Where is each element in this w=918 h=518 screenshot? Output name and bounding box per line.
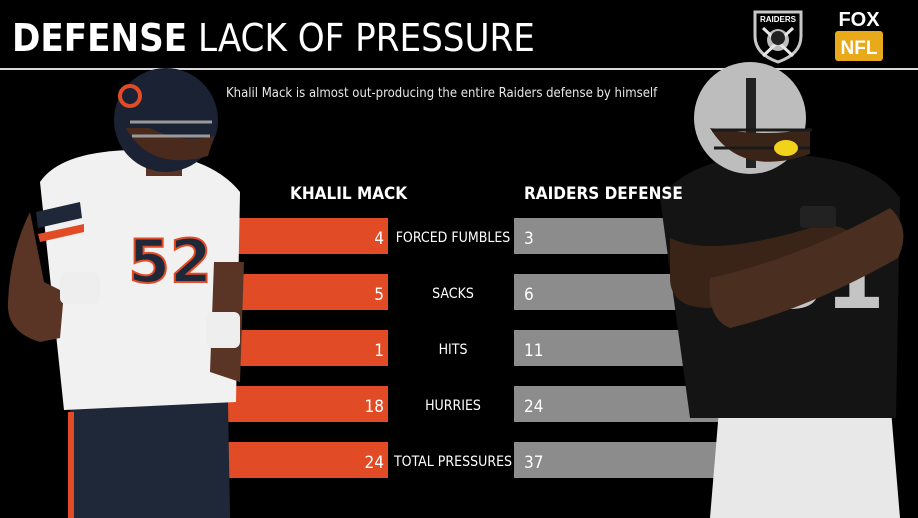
raiders-value-label: 3 xyxy=(524,229,534,249)
mack-value-label: 4 xyxy=(374,229,384,249)
category-label: HURRIES xyxy=(425,398,481,414)
mack-column-header: KHALIL MACK xyxy=(290,184,408,204)
fox-logo-text: FOX xyxy=(838,9,880,31)
nfl-logo-text: NFL xyxy=(841,38,878,59)
mack-value-label: 24 xyxy=(365,453,384,473)
mack-bar xyxy=(218,218,388,254)
raiders-player-photo: 31 xyxy=(660,62,904,518)
chart-subtitle: Khalil Mack is almost out-producing the … xyxy=(226,86,658,101)
fox-nfl-logo-icon: FOX NFL xyxy=(835,9,883,61)
raiders-bar xyxy=(514,442,724,478)
category-label: FORCED FUMBLES xyxy=(396,230,511,246)
header-divider xyxy=(0,68,918,70)
raiders-value-label: 37 xyxy=(524,453,543,473)
title-light: LACK OF PRESSURE xyxy=(197,16,535,60)
category-label: HITS xyxy=(439,342,468,358)
raiders-logo-text: RAIDERS xyxy=(760,15,797,24)
raiders-value-label: 6 xyxy=(524,285,534,305)
mack-bar xyxy=(218,330,388,366)
raiders-column-header: RAIDERS DEFENSE xyxy=(524,184,683,204)
mack-bar xyxy=(218,442,388,478)
mack-value-label: 5 xyxy=(374,285,384,305)
category-label: TOTAL PRESSURES xyxy=(393,454,512,470)
mack-bar xyxy=(218,386,388,422)
mack-value-label: 18 xyxy=(365,397,384,417)
page-title: DEFENSE LACK OF PRESSURE xyxy=(12,18,535,58)
left-jersey-number: 52 xyxy=(128,227,212,297)
mack-bar xyxy=(218,274,388,310)
title-bold: DEFENSE xyxy=(12,16,188,60)
raiders-value-label: 24 xyxy=(524,397,543,417)
khalil-mack-photo: 52 xyxy=(7,68,244,518)
category-label: SACKS xyxy=(432,286,474,302)
raiders-logo-icon: RAIDERS xyxy=(753,10,803,64)
mack-value-label: 1 xyxy=(374,341,384,361)
raiders-value-label: 11 xyxy=(524,341,543,361)
